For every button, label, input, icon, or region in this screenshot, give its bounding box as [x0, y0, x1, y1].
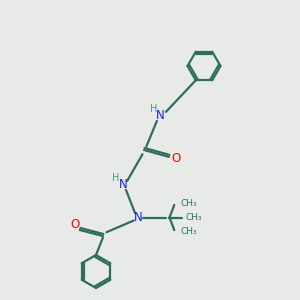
Text: N: N	[156, 109, 165, 122]
Text: O: O	[171, 152, 180, 165]
Text: H: H	[112, 173, 119, 183]
Text: O: O	[70, 218, 80, 232]
Text: CH₃: CH₃	[181, 199, 197, 208]
Text: N: N	[134, 211, 142, 224]
Text: CH₃: CH₃	[181, 227, 197, 236]
Text: CH₃: CH₃	[185, 213, 202, 222]
Text: N: N	[118, 178, 127, 191]
Text: H: H	[150, 104, 158, 114]
